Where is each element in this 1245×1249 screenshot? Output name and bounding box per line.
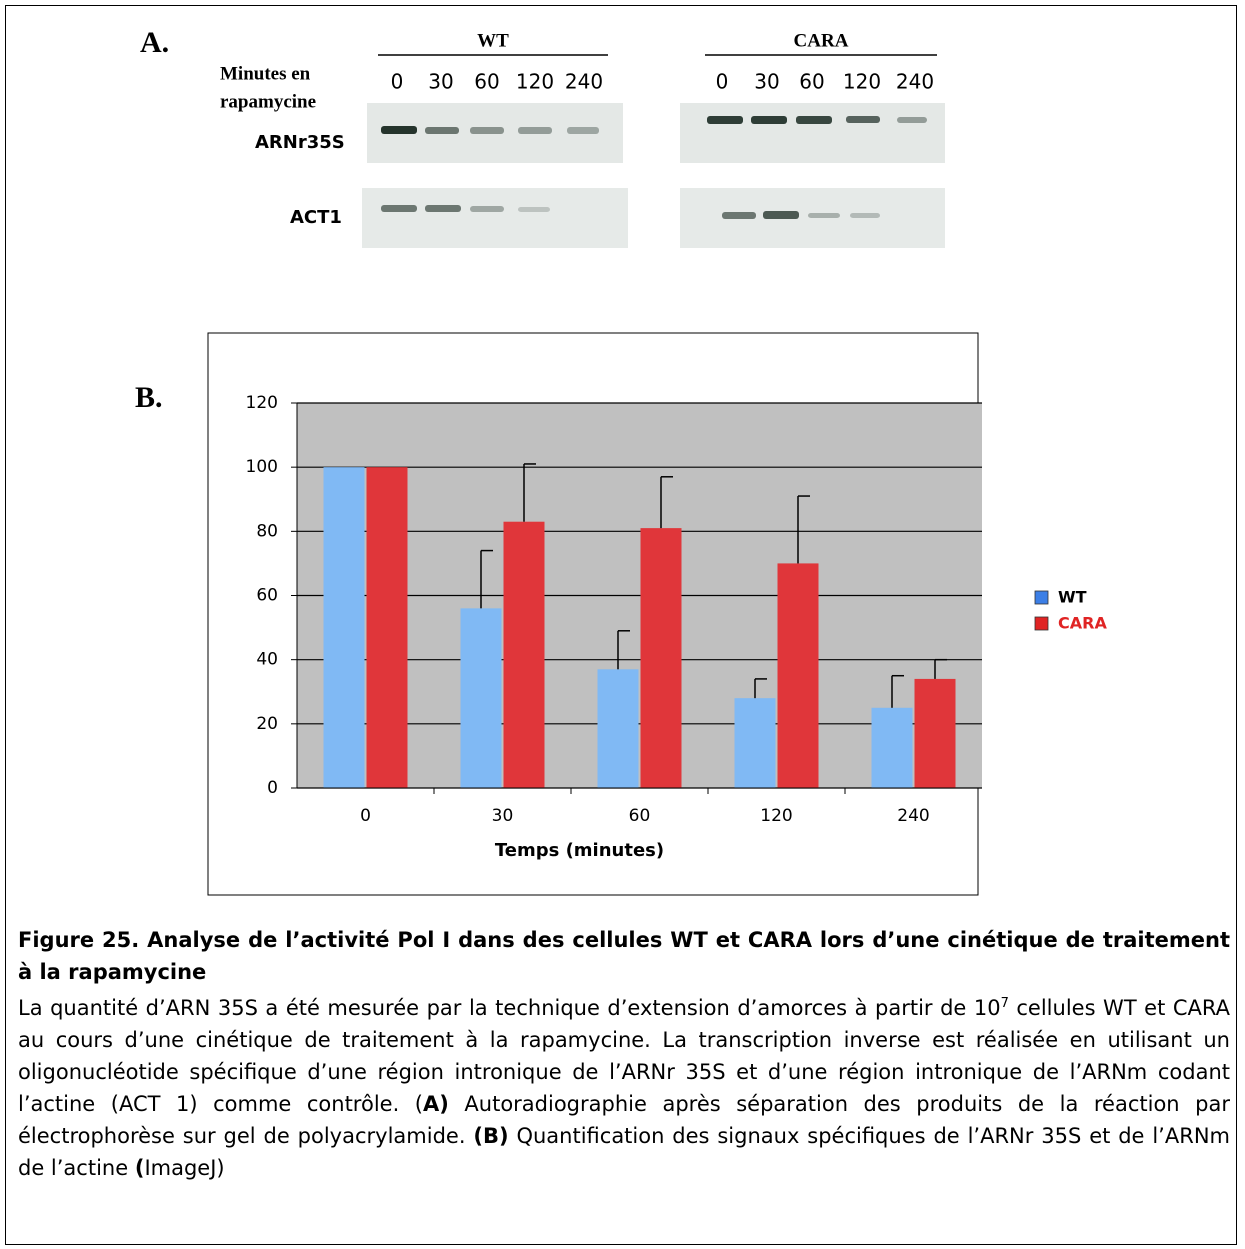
- lane-label: 30: [428, 70, 453, 94]
- gel-box: [680, 103, 945, 163]
- legend-swatch: [1035, 617, 1048, 630]
- y-tick-label: 20: [256, 714, 278, 734]
- band: [518, 127, 552, 134]
- bar: [461, 608, 502, 788]
- x-tick-label: 60: [629, 806, 651, 826]
- band: [518, 207, 550, 212]
- minutes-label: rapamycine: [220, 91, 316, 112]
- panel-letter: A.: [140, 26, 169, 59]
- band: [897, 117, 927, 123]
- y-tick-label: 120: [246, 393, 278, 413]
- legend-swatch: [1035, 591, 1048, 604]
- band: [707, 116, 743, 124]
- lane-label: 30: [754, 70, 779, 94]
- caption-text: (: [135, 1156, 145, 1180]
- caption-text: ImageJ): [144, 1156, 224, 1180]
- band: [425, 205, 461, 212]
- lane-label: 240: [565, 70, 603, 94]
- group-label: WT: [477, 30, 509, 51]
- lane-label: 0: [716, 70, 729, 94]
- y-tick-label: 40: [256, 650, 278, 670]
- caption-text: A): [423, 1092, 449, 1116]
- y-tick-label: 60: [256, 586, 278, 606]
- lane-label: 0: [391, 70, 404, 94]
- band: [470, 206, 504, 212]
- y-tick-label: 80: [256, 521, 278, 541]
- bar: [598, 669, 639, 788]
- legend-label: CARA: [1058, 614, 1107, 633]
- lane-label: 240: [896, 70, 934, 94]
- band: [381, 205, 417, 212]
- y-tick-label: 100: [246, 457, 278, 477]
- band: [850, 213, 880, 218]
- band: [470, 127, 504, 134]
- caption: Figure 25. Analyse de l’activité Pol I d…: [18, 924, 1230, 1184]
- bar: [504, 522, 545, 788]
- x-tick-label: 240: [897, 806, 929, 826]
- lane-label: 120: [516, 70, 554, 94]
- gel-box: [362, 188, 628, 248]
- x-tick-label: 30: [492, 806, 514, 826]
- bar: [872, 708, 913, 788]
- band: [796, 116, 832, 124]
- caption-sup: 7: [1001, 996, 1009, 1011]
- bar: [367, 467, 408, 788]
- band: [381, 126, 417, 134]
- bar: [778, 563, 819, 788]
- band: [722, 212, 756, 219]
- band: [425, 127, 459, 134]
- x-tick-label: 120: [760, 806, 792, 826]
- band: [763, 211, 799, 219]
- y-tick-label: 0: [267, 778, 278, 798]
- figure: A. Minutes en rapamycine ARNr35S ACT1 B.…: [0, 0, 1245, 915]
- row-label: ARNr35S: [255, 132, 345, 153]
- lane-label: 60: [474, 70, 499, 94]
- page: A. Minutes en rapamycine ARNr35S ACT1 B.…: [0, 0, 1245, 1249]
- band: [808, 213, 840, 218]
- group-label: CARA: [794, 30, 849, 51]
- panel-letter: B.: [135, 381, 163, 414]
- lane-label: 120: [843, 70, 881, 94]
- caption-title: Figure 25. Analyse de l’activité Pol I d…: [18, 924, 1230, 988]
- lane-label: 60: [799, 70, 824, 94]
- x-tick-label: 0: [360, 806, 371, 826]
- gel: [362, 103, 945, 248]
- band: [567, 127, 599, 134]
- bar: [735, 698, 776, 788]
- bar: [641, 528, 682, 788]
- bar: [915, 679, 956, 788]
- caption-text: La quantité d’ARN 35S a été mesurée par …: [18, 996, 1001, 1020]
- band: [751, 116, 787, 124]
- band: [846, 116, 880, 123]
- x-axis-label: Temps (minutes): [495, 840, 664, 861]
- bar: [324, 467, 365, 788]
- row-label: ACT1: [290, 207, 342, 228]
- minutes-label: Minutes en: [220, 63, 311, 84]
- caption-body: La quantité d’ARN 35S a été mesurée par …: [18, 988, 1230, 1184]
- legend-label: WT: [1058, 588, 1087, 607]
- caption-text: (B): [473, 1124, 508, 1148]
